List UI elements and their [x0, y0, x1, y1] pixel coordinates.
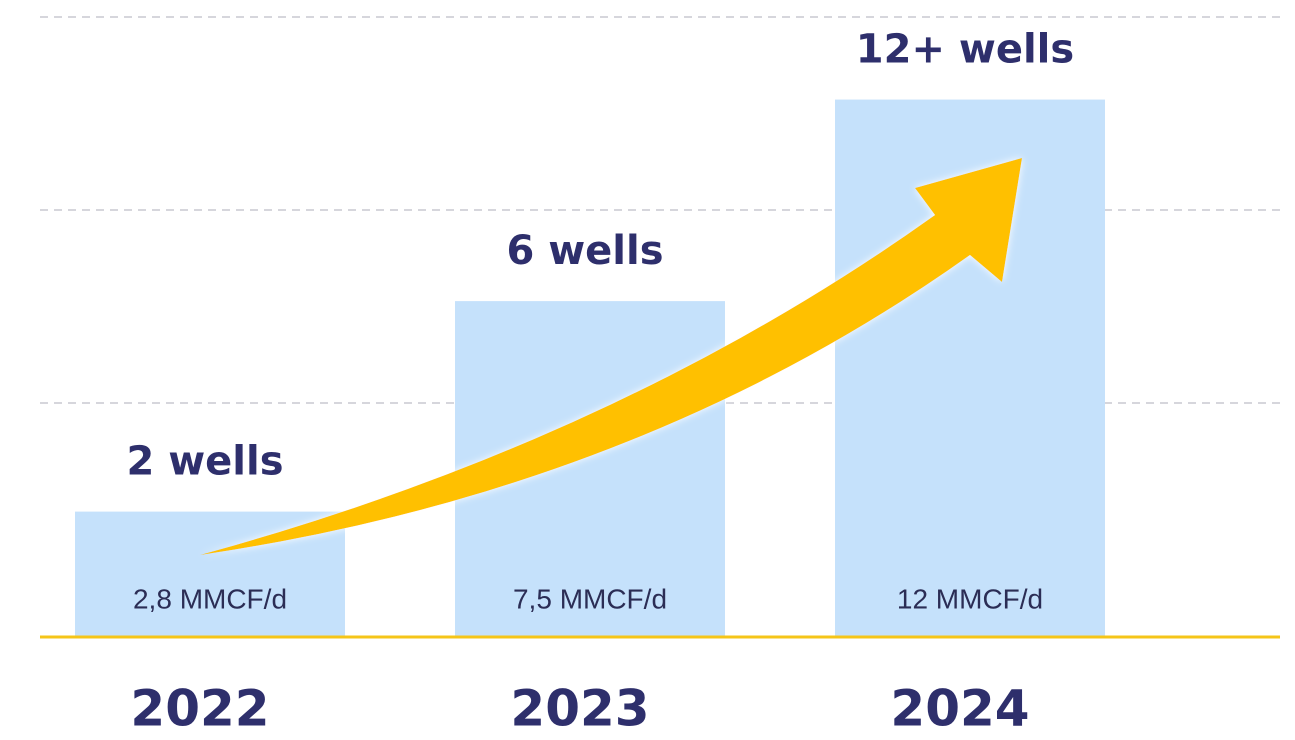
value-label: 2,8 MMCF/d: [133, 583, 287, 614]
growth-arrow: [200, 158, 1022, 555]
x-tick-label: 2024: [890, 680, 1029, 738]
value-label: 7,5 MMCF/d: [513, 583, 667, 614]
x-tick-label: 2023: [510, 680, 649, 738]
wells-label: 2 wells: [126, 439, 283, 485]
bars: 2,8 MMCF/d 7,5 MMCF/d 12 MMCF/d: [75, 99, 1105, 638]
x-tick-label: 2022: [130, 680, 269, 738]
wells-label: 6 wells: [506, 228, 663, 274]
wells-label: 12+ wells: [856, 27, 1074, 73]
value-label: 12 MMCF/d: [897, 583, 1043, 614]
